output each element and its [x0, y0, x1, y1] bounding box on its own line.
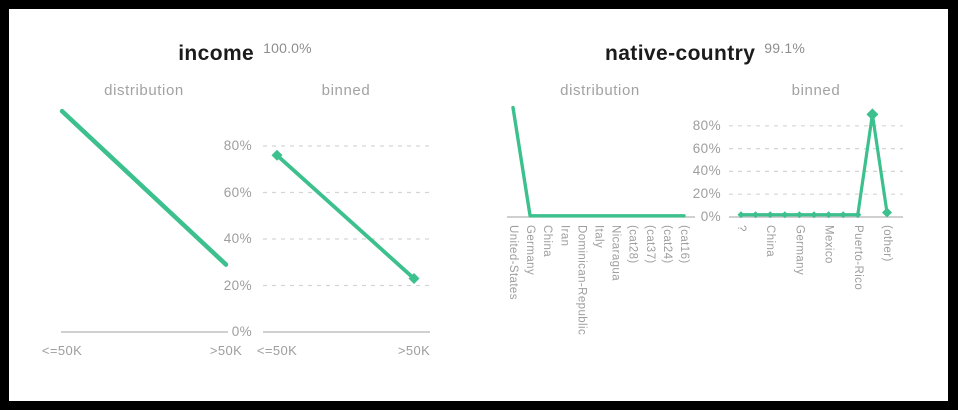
chart-subtitle-distribution: distribution — [104, 82, 184, 99]
data-point-marker — [271, 149, 283, 161]
feature-name: native-country — [605, 42, 756, 65]
data-point-marker — [854, 211, 862, 219]
x-axis-label: Puerto-Rico — [851, 225, 864, 291]
y-axis-label: 80% — [692, 117, 721, 133]
x-axis-label: <=50K — [41, 343, 83, 358]
native-country-binned-svg — [729, 108, 903, 219]
x-axis-label: China — [541, 225, 554, 258]
income-binned-svg — [263, 145, 430, 333]
x-axis-label: (cat24) — [660, 225, 673, 264]
y-axis-label: 60% — [692, 140, 721, 156]
native-country-distribution-chart[interactable] — [507, 103, 695, 224]
x-axis-label: Germany — [793, 225, 806, 276]
x-axis-label: (cat28) — [626, 225, 639, 264]
y-axis-label: 60% — [223, 184, 252, 200]
income-binned-chart[interactable] — [263, 99, 430, 339]
feature-percent-badge: 100.0% — [263, 40, 312, 56]
y-axis-label: 0% — [231, 324, 252, 339]
y-axis-label: 0% — [700, 209, 721, 224]
x-axis-label: <=50K — [256, 343, 298, 358]
data-point-marker — [882, 207, 892, 218]
data-point-marker — [866, 108, 879, 121]
trend-line — [275, 153, 416, 281]
x-axis-label: Mexico — [822, 225, 835, 264]
x-axis-label: Iran — [558, 225, 571, 247]
data-point-marker — [408, 273, 420, 285]
x-axis-label: Italy — [592, 225, 605, 249]
native-country-distribution-svg — [507, 105, 695, 218]
y-axis-label: 40% — [223, 231, 252, 246]
chart-canvas: income 100.0% native-country 99.1% distrib… — [9, 9, 948, 401]
trend-line — [511, 105, 686, 218]
income-distribution-svg — [59, 108, 229, 333]
y-axis-label: 20% — [692, 186, 721, 202]
income-distribution-chart[interactable] — [59, 99, 229, 339]
data-point-marker — [795, 211, 803, 219]
data-point-marker — [766, 211, 774, 219]
chart-subtitle-binned: binned — [321, 82, 371, 99]
feature-title-income: income 100.0% — [178, 40, 312, 66]
trend-line — [739, 112, 889, 217]
data-point-marker — [825, 211, 833, 219]
feature-percent-badge: 99.1% — [764, 40, 805, 56]
x-axis-label: ? — [735, 225, 747, 232]
x-axis-label: >50K — [209, 343, 243, 358]
data-point-marker — [781, 211, 789, 219]
x-axis-label: (other) — [881, 225, 893, 262]
x-axis-label: Nicaragua — [609, 225, 622, 282]
chart-subtitle-distribution: distribution — [560, 82, 640, 99]
x-axis-label: (cat37) — [643, 225, 656, 264]
y-axis-label: 40% — [692, 163, 721, 179]
native-country-binned-chart[interactable] — [729, 103, 903, 224]
chart-subtitle-binned: binned — [791, 82, 841, 99]
y-axis-label: 80% — [223, 138, 252, 153]
x-axis-label: Germany — [524, 225, 537, 276]
y-axis-label: 20% — [223, 277, 252, 293]
feature-name: income — [178, 42, 255, 65]
x-axis-label: >50K — [397, 343, 431, 358]
data-point-marker — [737, 211, 745, 219]
data-point-marker — [752, 211, 760, 219]
feature-title-native-country: native-country 99.1% — [605, 40, 805, 66]
x-axis-label: China — [764, 225, 777, 258]
x-axis-label: (cat16) — [678, 225, 690, 264]
data-point-marker — [839, 211, 847, 219]
x-axis-label: Dominican-Republic — [575, 225, 588, 336]
data-point-marker — [810, 211, 818, 219]
trend-line — [59, 108, 229, 267]
x-axis-label: United-States — [507, 225, 519, 300]
